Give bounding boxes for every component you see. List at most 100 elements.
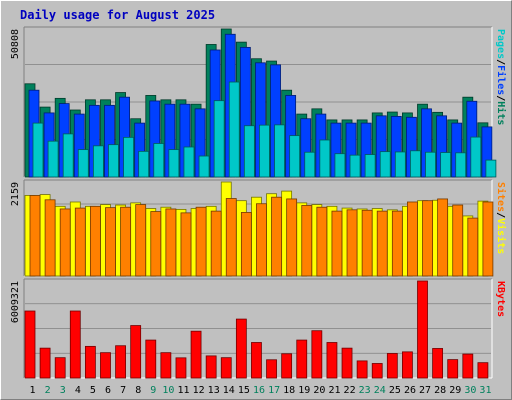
panel-kbytes-max-label: 6009321 [10, 281, 21, 323]
bar-kbytes-day-27 [417, 280, 428, 379]
bar-sites-day-7 [120, 206, 131, 277]
bar-sites-day-13 [210, 210, 222, 277]
bar-pages-day-23 [364, 154, 376, 178]
panel-hits-max-label: 50808 [10, 29, 21, 59]
day-label-24: 24 [374, 385, 386, 396]
panel-visits-max-label: 2159 [10, 182, 21, 206]
day-label-1: 1 [30, 385, 36, 396]
bar-sites-day-31 [482, 201, 494, 277]
bar-kbytes-day-13 [205, 355, 217, 379]
day-label-23: 23 [359, 385, 371, 396]
day-label-5: 5 [90, 385, 96, 396]
bar-sites-day-29 [452, 204, 464, 277]
bar-sites-day-5 [89, 205, 101, 277]
bar-sites-day-1 [29, 195, 41, 277]
bar-kbytes-day-22 [341, 347, 353, 379]
bar-kbytes-day-16 [251, 342, 262, 379]
bar-sites-day-12 [195, 206, 207, 277]
bar-pages-day-22 [349, 154, 361, 178]
legend-separator: / [495, 95, 506, 101]
bar-sites-day-9 [150, 211, 162, 277]
panel-hits-legend: Pages/Files/Hits [495, 29, 507, 125]
day-label-11: 11 [177, 385, 189, 396]
bar-pages-day-7 [123, 136, 134, 178]
bar-pages-day-27 [425, 151, 436, 178]
bar-kbytes-day-5 [84, 345, 96, 379]
bar-sites-day-17 [271, 196, 282, 277]
bar-kbytes-day-8 [130, 325, 142, 379]
day-label-16: 16 [253, 385, 265, 396]
bar-pages-day-30 [470, 136, 482, 178]
bar-sites-day-3 [59, 208, 71, 277]
bar-kbytes-day-24 [371, 363, 383, 379]
bar-sites-day-27 [422, 200, 433, 277]
bar-kbytes-day-30 [462, 353, 474, 379]
day-label-20: 20 [313, 385, 325, 396]
bar-pages-day-28 [440, 152, 452, 178]
bar-pages-day-14 [228, 81, 240, 178]
legend-sites: Sites [495, 182, 507, 212]
day-labels: 1 2 3 4 5 6 7 8 9 10 11 12 13 14 15 16 17 18 19 20 21 22 23 24 2… [30, 385, 492, 396]
bar-kbytes-day-3 [54, 357, 66, 379]
bar-kbytes-day-26 [402, 351, 413, 379]
bar-kbytes-day-4 [69, 310, 81, 379]
bar-sites-day-22 [346, 209, 358, 277]
day-label-21: 21 [328, 385, 340, 396]
bar-sites-day-16 [256, 203, 267, 277]
bar-sites-day-14 [225, 198, 237, 277]
bar-pages-day-13 [213, 100, 225, 178]
day-label-28: 28 [434, 385, 446, 396]
bar-kbytes-day-29 [447, 359, 459, 379]
bar-pages-day-18 [289, 135, 301, 178]
legend-separator: / [495, 212, 506, 218]
bar-kbytes-day-20 [311, 330, 323, 379]
bar-pages-day-17 [274, 124, 285, 178]
bar-sites-day-30 [467, 217, 479, 277]
day-label-27: 27 [419, 385, 431, 396]
day-label-7: 7 [120, 385, 126, 396]
panel-hits: 50808 Pages/Files/Hits [10, 26, 507, 178]
bar-sites-day-2 [44, 199, 56, 277]
day-label-10: 10 [162, 385, 174, 396]
bar-sites-day-8 [135, 204, 147, 277]
bar-sites-day-10 [165, 208, 177, 277]
bar-pages-day-6 [108, 144, 119, 178]
bar-sites-day-6 [105, 207, 116, 277]
legend-pages: Pages [495, 29, 506, 59]
day-label-15: 15 [238, 385, 250, 396]
bar-pages-day-19 [304, 151, 316, 178]
legend-files: Files [495, 65, 507, 95]
bar-kbytes-day-28 [432, 348, 444, 379]
bar-sites-day-25 [391, 210, 403, 277]
bar-kbytes-day-21 [326, 342, 338, 379]
series-pages [32, 81, 497, 178]
bar-pages-day-24 [379, 151, 391, 178]
day-label-9: 9 [150, 385, 156, 396]
bar-kbytes-day-14 [220, 357, 232, 379]
bar-pages-day-3 [62, 133, 74, 178]
bar-pages-day-2 [47, 140, 59, 178]
day-label-8: 8 [135, 385, 141, 396]
day-label-3: 3 [60, 385, 66, 396]
series-sites [29, 195, 494, 277]
day-label-30: 30 [464, 385, 476, 396]
bar-sites-day-21 [331, 210, 343, 277]
bar-kbytes-day-12 [190, 330, 202, 379]
bar-kbytes-day-7 [115, 345, 126, 379]
day-label-2: 2 [45, 385, 51, 396]
bar-kbytes-day-11 [175, 357, 187, 379]
panel-kbytes-legend: KBytes [495, 281, 506, 317]
day-label-29: 29 [449, 385, 461, 396]
chart-title: Daily usage for August 2025 [20, 8, 215, 22]
bar-pages-day-20 [319, 139, 331, 178]
bar-kbytes-day-6 [100, 352, 111, 379]
bar-pages-day-29 [455, 152, 467, 178]
day-label-6: 6 [105, 385, 111, 396]
day-label-4: 4 [75, 385, 81, 396]
bar-sites-day-24 [376, 210, 388, 277]
bar-pages-day-31 [485, 159, 497, 178]
bar-pages-day-10 [168, 149, 180, 178]
bar-sites-day-11 [180, 212, 192, 277]
